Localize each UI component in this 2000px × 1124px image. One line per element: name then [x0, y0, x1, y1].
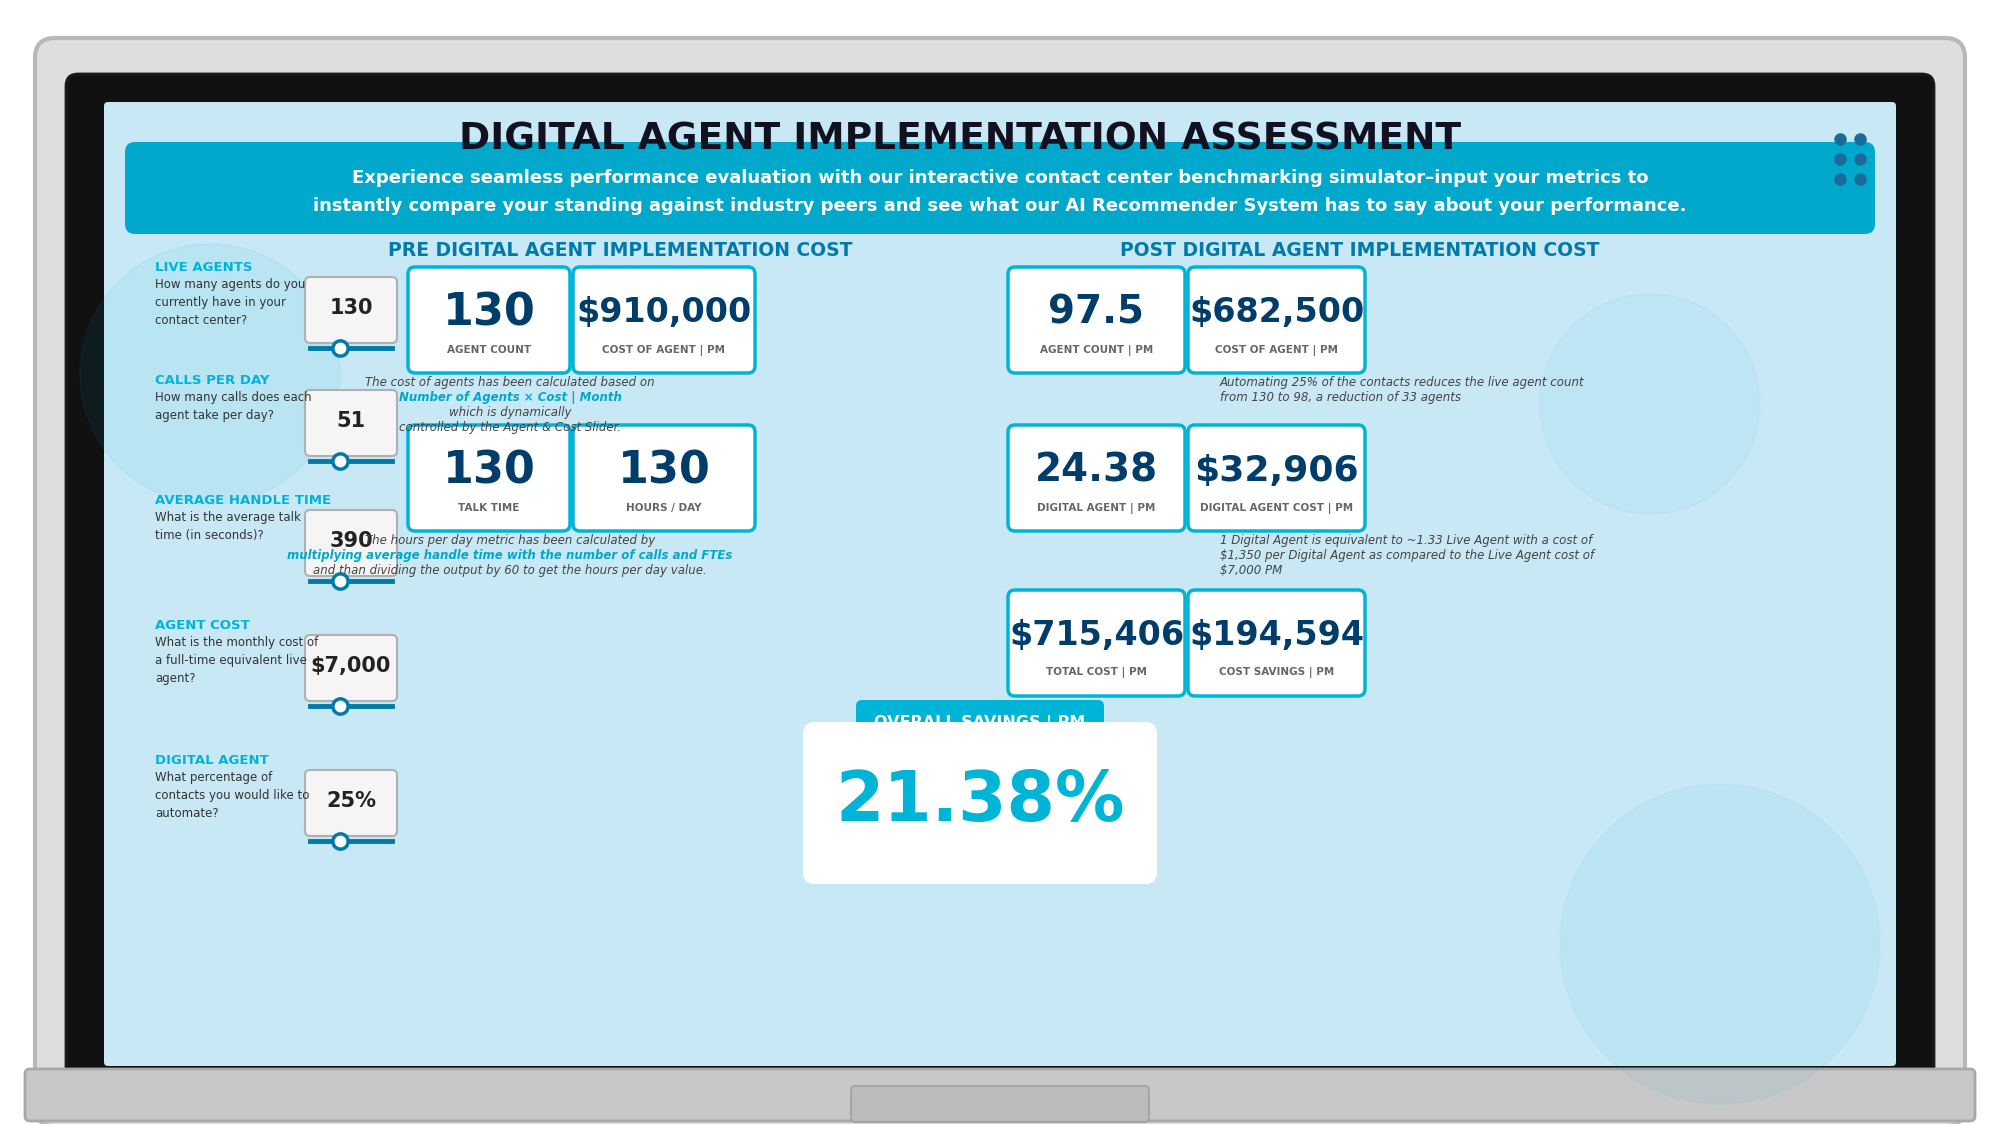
FancyBboxPatch shape	[36, 38, 1964, 1124]
Text: 25%: 25%	[326, 791, 376, 812]
FancyBboxPatch shape	[1008, 590, 1184, 696]
Text: DIGITAL AGENT COST | PM: DIGITAL AGENT COST | PM	[1200, 502, 1354, 514]
Text: instantly compare your standing against industry peers and see what our AI Recom: instantly compare your standing against …	[314, 197, 1686, 215]
FancyBboxPatch shape	[124, 142, 1876, 234]
Text: Experience seamless performance evaluation with our interactive contact center b: Experience seamless performance evaluati…	[352, 169, 1648, 187]
Text: Automating 25% of the contacts reduces the live agent count: Automating 25% of the contacts reduces t…	[1220, 377, 1584, 389]
Text: How many calls does each
agent take per day?: How many calls does each agent take per …	[156, 391, 312, 422]
Text: 24.38: 24.38	[1034, 452, 1158, 490]
Text: 390: 390	[330, 531, 372, 551]
Text: $194,594: $194,594	[1188, 619, 1364, 652]
Text: COST SAVINGS | PM: COST SAVINGS | PM	[1218, 668, 1334, 679]
FancyBboxPatch shape	[574, 425, 756, 531]
FancyBboxPatch shape	[1188, 425, 1364, 531]
Circle shape	[1560, 785, 1880, 1104]
Text: and than dividing the output by 60 to get the hours per day value.: and than dividing the output by 60 to ge…	[314, 564, 706, 577]
Text: OVERALL SAVINGS | PM: OVERALL SAVINGS | PM	[874, 715, 1086, 731]
Text: DIGITAL AGENT IMPLEMENTATION ASSESSMENT: DIGITAL AGENT IMPLEMENTATION ASSESSMENT	[458, 121, 1462, 157]
Text: DIGITAL AGENT: DIGITAL AGENT	[156, 754, 268, 767]
Text: $7,000 PM: $7,000 PM	[1220, 564, 1282, 577]
Text: $7,000: $7,000	[310, 656, 392, 676]
Text: What percentage of
contacts you would like to
automate?: What percentage of contacts you would li…	[156, 771, 310, 821]
Circle shape	[80, 244, 340, 504]
FancyBboxPatch shape	[304, 390, 396, 456]
Text: DIGITAL AGENT | PM: DIGITAL AGENT | PM	[1038, 502, 1156, 514]
Text: 130: 130	[442, 450, 536, 492]
FancyBboxPatch shape	[1188, 590, 1364, 696]
Text: Number of Agents × Cost | Month: Number of Agents × Cost | Month	[398, 391, 622, 404]
FancyBboxPatch shape	[804, 722, 1156, 883]
Text: AVERAGE HANDLE TIME: AVERAGE HANDLE TIME	[156, 495, 332, 507]
Text: from 130 to 98, a reduction of 33 agents: from 130 to 98, a reduction of 33 agents	[1220, 391, 1460, 404]
FancyBboxPatch shape	[1008, 425, 1184, 531]
Text: $682,500: $682,500	[1188, 296, 1364, 329]
Text: 1 Digital Agent is equivalent to ~1.33 Live Agent with a cost of: 1 Digital Agent is equivalent to ~1.33 L…	[1220, 534, 1592, 547]
Text: CALLS PER DAY: CALLS PER DAY	[156, 374, 270, 387]
Text: What is the monthly cost of
a full-time equivalent live
agent?: What is the monthly cost of a full-time …	[156, 636, 318, 685]
Text: LIVE AGENTS: LIVE AGENTS	[156, 261, 252, 274]
FancyBboxPatch shape	[304, 770, 396, 836]
Text: AGENT COUNT: AGENT COUNT	[446, 345, 532, 355]
FancyBboxPatch shape	[24, 1069, 1976, 1121]
Text: TOTAL COST | PM: TOTAL COST | PM	[1046, 668, 1148, 679]
Text: which is dynamically: which is dynamically	[448, 406, 572, 419]
Text: AGENT COST: AGENT COST	[156, 619, 250, 632]
FancyBboxPatch shape	[852, 1086, 1148, 1122]
Text: AGENT COUNT | PM: AGENT COUNT | PM	[1040, 344, 1154, 355]
FancyBboxPatch shape	[856, 700, 1104, 747]
Text: 21.38%: 21.38%	[836, 768, 1124, 834]
FancyBboxPatch shape	[574, 268, 756, 373]
Text: $910,000: $910,000	[576, 296, 752, 329]
FancyBboxPatch shape	[1008, 268, 1184, 373]
Text: PRE DIGITAL AGENT IMPLEMENTATION COST: PRE DIGITAL AGENT IMPLEMENTATION COST	[388, 241, 852, 260]
FancyBboxPatch shape	[1188, 268, 1364, 373]
Text: 51: 51	[336, 411, 366, 430]
FancyBboxPatch shape	[304, 277, 396, 343]
Text: TALK TIME: TALK TIME	[458, 504, 520, 513]
Text: HOURS / DAY: HOURS / DAY	[626, 504, 702, 513]
Text: $715,406: $715,406	[1008, 619, 1184, 652]
FancyBboxPatch shape	[66, 74, 1934, 1096]
FancyBboxPatch shape	[304, 635, 396, 701]
Text: 130: 130	[442, 291, 536, 334]
Text: COST OF AGENT | PM: COST OF AGENT | PM	[1216, 344, 1338, 355]
Text: POST DIGITAL AGENT IMPLEMENTATION COST: POST DIGITAL AGENT IMPLEMENTATION COST	[1120, 241, 1600, 260]
Text: COST OF AGENT | PM: COST OF AGENT | PM	[602, 344, 726, 355]
FancyBboxPatch shape	[104, 102, 1896, 1066]
Text: $1,350 per Digital Agent as compared to the Live Agent cost of: $1,350 per Digital Agent as compared to …	[1220, 549, 1594, 562]
Text: The hours per day metric has been calculated by: The hours per day metric has been calcul…	[364, 534, 656, 547]
FancyBboxPatch shape	[408, 268, 570, 373]
Text: controlled by the Agent & Cost Slider.: controlled by the Agent & Cost Slider.	[398, 422, 622, 434]
Text: The cost of agents has been calculated based on: The cost of agents has been calculated b…	[366, 377, 654, 389]
Text: multiplying average handle time with the number of calls and FTEs: multiplying average handle time with the…	[288, 549, 732, 562]
Text: What is the average talk
time (in seconds)?: What is the average talk time (in second…	[156, 511, 300, 542]
Text: 130: 130	[330, 298, 372, 318]
Text: $32,906: $32,906	[1194, 454, 1358, 488]
Text: 130: 130	[618, 450, 710, 492]
Circle shape	[1540, 294, 1760, 514]
Text: 97.5: 97.5	[1048, 293, 1144, 332]
FancyBboxPatch shape	[408, 425, 570, 531]
Text: How many agents do you
currently have in your
contact center?: How many agents do you currently have in…	[156, 278, 306, 327]
FancyBboxPatch shape	[304, 510, 396, 575]
